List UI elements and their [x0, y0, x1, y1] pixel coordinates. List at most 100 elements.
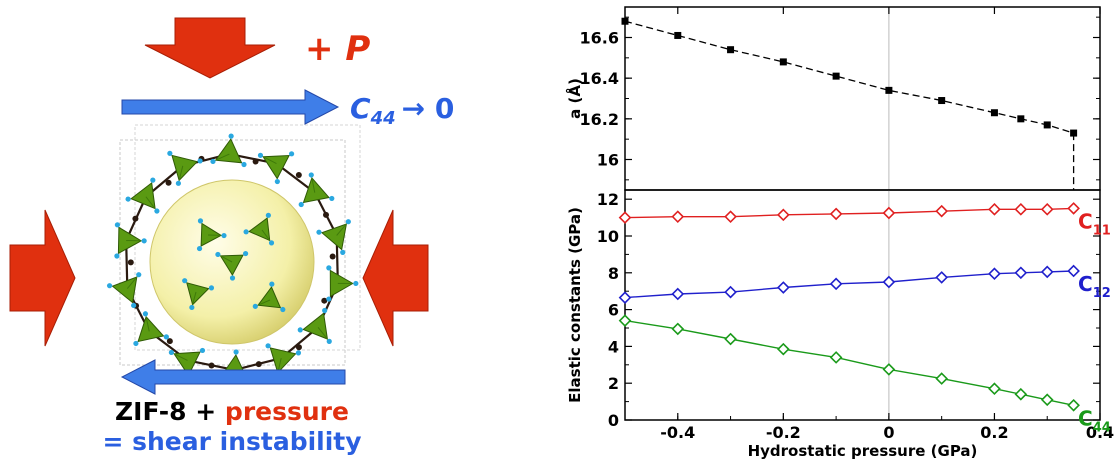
- point-c12: [936, 272, 946, 282]
- nitrogen-atom: [142, 238, 147, 243]
- point-c44: [725, 334, 735, 344]
- nitrogen-atom: [299, 202, 304, 207]
- point-c12: [620, 292, 630, 302]
- nitrogen-atom: [353, 281, 358, 286]
- nitrogen-atom: [176, 181, 181, 186]
- nitrogen-atom: [164, 334, 169, 339]
- zn-tetrahedron: [304, 178, 330, 203]
- ylabel-bottom: Elastic constants (GPa): [566, 207, 584, 403]
- xtick-label: 0: [883, 423, 894, 442]
- ytick-label-top: 16.6: [580, 29, 619, 48]
- caption-line-1: ZIF-8 + pressure: [115, 397, 349, 426]
- series-line-c44: [625, 321, 1074, 406]
- point-c11: [989, 204, 999, 214]
- caption-zif8: ZIF-8 +: [115, 397, 216, 426]
- bottom-frame: [625, 190, 1100, 420]
- nitrogen-atom: [296, 350, 301, 355]
- shear-label: C44 → 0: [350, 92, 454, 129]
- point-c11: [620, 212, 630, 222]
- series-line-c11: [625, 208, 1074, 217]
- xtick-label: 0.2: [980, 423, 1008, 442]
- nitrogen-atom: [340, 250, 345, 255]
- lattice-point: [991, 109, 998, 116]
- nitrogen-atom: [136, 272, 141, 277]
- series-label-name: C: [1078, 406, 1093, 430]
- point-c44: [620, 315, 630, 325]
- zif8-illustration: + P C44 → 0 ZIF-8 + pressure = shear inst…: [0, 0, 520, 459]
- lattice-point: [727, 46, 734, 53]
- nitrogen-atom: [210, 159, 215, 164]
- series-label-subscript: 12: [1093, 286, 1111, 301]
- pressure-arrow-left: [10, 210, 75, 346]
- nitrogen-atom: [200, 348, 205, 353]
- zn-tetrahedron: [270, 348, 295, 373]
- point-c11: [725, 211, 735, 221]
- nitrogen-atom: [182, 278, 187, 283]
- zn-tetrahedron: [216, 139, 242, 163]
- carbon-atom: [166, 180, 172, 186]
- nitrogen-atom: [131, 303, 136, 308]
- point-c44: [936, 373, 946, 383]
- framework-structure: [107, 125, 360, 383]
- series-label-c11: C11: [1078, 209, 1111, 238]
- lattice-point: [780, 58, 787, 65]
- lattice-point: [1044, 121, 1051, 128]
- point-c44: [989, 384, 999, 394]
- nitrogen-atom: [115, 222, 120, 227]
- ytick-label-bottom: 0: [608, 411, 619, 430]
- point-c12: [778, 282, 788, 292]
- zn-tetrahedron: [138, 317, 163, 342]
- nitrogen-atom: [269, 240, 274, 245]
- point-c12: [884, 277, 894, 287]
- ytick-label-bottom: 8: [608, 264, 619, 283]
- nitrogen-atom: [167, 151, 172, 156]
- nitrogen-atom: [143, 311, 148, 316]
- carbon-atom: [330, 254, 336, 260]
- point-c44: [1016, 389, 1026, 399]
- series-label-c44: C44: [1078, 406, 1111, 435]
- ylabel-top: a (Å): [565, 78, 584, 119]
- carbon-atom: [296, 344, 302, 350]
- point-c11: [778, 210, 788, 220]
- point-c12: [725, 287, 735, 297]
- nitrogen-atom: [316, 230, 321, 235]
- nitrogen-atom: [346, 219, 351, 224]
- zn-tetrahedron: [172, 155, 197, 180]
- nitrogen-atom: [197, 246, 202, 251]
- lattice-point: [938, 97, 945, 104]
- nitrogen-atom: [280, 307, 285, 312]
- point-c11: [831, 209, 841, 219]
- nitrogen-atom: [114, 253, 119, 258]
- carbon-atom: [323, 212, 329, 218]
- nitrogen-atom: [150, 178, 155, 183]
- nitrogen-atom: [329, 196, 334, 201]
- series-label-subscript: 44: [1093, 420, 1111, 435]
- ytick-label-bottom: 6: [608, 301, 619, 320]
- xtick-label: -0.2: [766, 423, 801, 442]
- nitrogen-atom: [169, 350, 174, 355]
- point-c12: [1016, 268, 1026, 278]
- nitrogen-atom: [234, 349, 239, 354]
- ytick-label-bottom: 12: [597, 190, 619, 209]
- series-label-c12: C12: [1078, 272, 1111, 301]
- lattice-point: [833, 73, 840, 80]
- carbon-atom: [132, 216, 138, 222]
- nitrogen-atom: [266, 213, 271, 218]
- nitrogen-atom: [322, 308, 327, 313]
- series-label-name: C: [1078, 209, 1093, 233]
- lattice-parameter-panel: 1616.216.416.6a (Å): [565, 7, 1100, 190]
- point-c11: [936, 206, 946, 216]
- shear-arrow-top: [122, 90, 338, 124]
- nitrogen-atom: [221, 233, 226, 238]
- nitrogen-atom: [197, 158, 202, 163]
- point-c12: [989, 269, 999, 279]
- ytick-label-top: 16.2: [580, 110, 619, 129]
- carbon-atom: [296, 172, 302, 178]
- series-line-c12: [625, 271, 1074, 298]
- nitrogen-atom: [265, 343, 270, 348]
- nitrogen-atom: [275, 179, 280, 184]
- ytick-label-top: 16.4: [580, 69, 619, 88]
- point-c44: [884, 364, 894, 374]
- point-c44: [778, 344, 788, 354]
- point-c12: [673, 289, 683, 299]
